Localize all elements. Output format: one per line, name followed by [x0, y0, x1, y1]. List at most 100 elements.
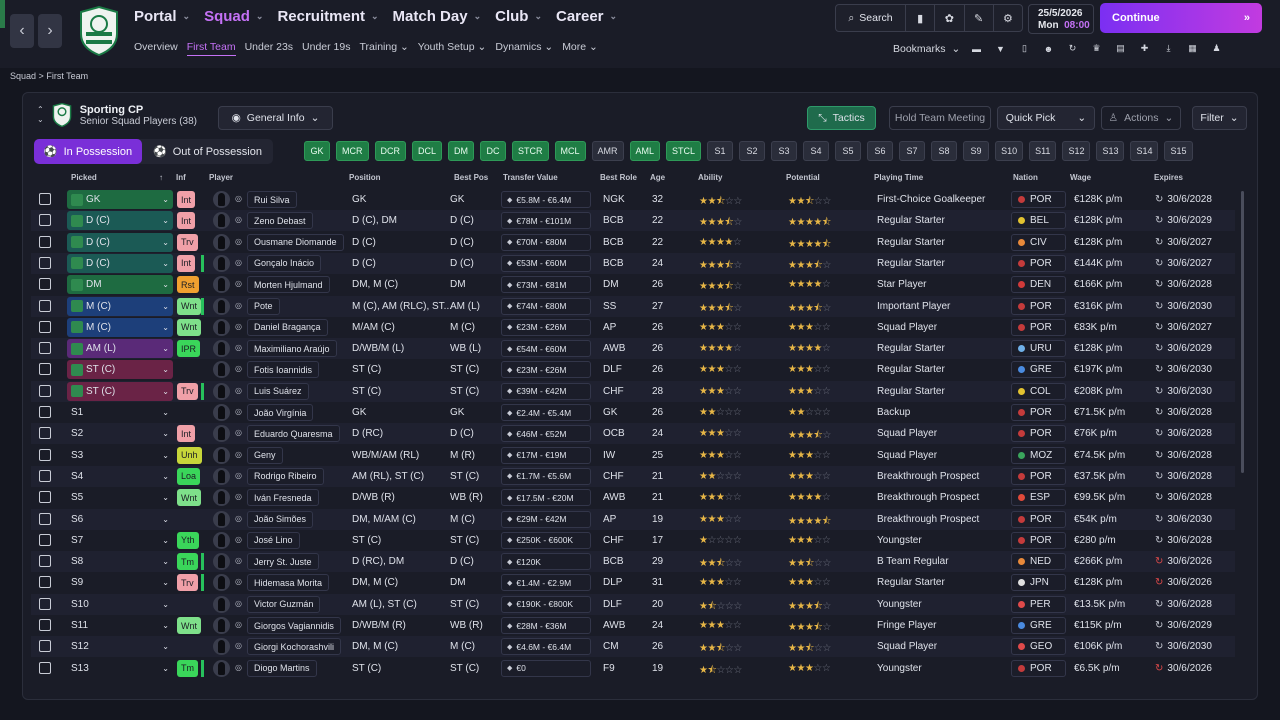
- position-chip[interactable]: S8: [931, 141, 958, 161]
- collapse-toggle[interactable]: ⌃ ⌄: [37, 105, 44, 125]
- position-chip[interactable]: S5: [835, 141, 862, 161]
- avatar[interactable]: [213, 361, 230, 379]
- subnav-dynamics[interactable]: Dynamics ⌄: [495, 41, 553, 56]
- document-icon[interactable]: ▤: [1116, 43, 1125, 53]
- picked-select[interactable]: GK ⌄: [67, 190, 173, 209]
- quick-pick-button[interactable]: Quick Pick ⌄: [997, 106, 1095, 130]
- download-icon[interactable]: ⤓: [1166, 43, 1171, 53]
- position-chip[interactable]: MCR: [336, 141, 369, 161]
- continue-button[interactable]: Continue »: [1100, 3, 1262, 33]
- nation-chip[interactable]: POR: [1011, 531, 1066, 549]
- table-row[interactable]: DM ⌄ Rst ◎ Morten Hjulmand DM, M (C) DM ◆ €73M -…: [31, 274, 1235, 295]
- row-checkbox[interactable]: [39, 576, 51, 589]
- transfer-value[interactable]: ◆ €4.6M - €6.4M: [501, 638, 591, 656]
- row-checkbox[interactable]: [39, 640, 51, 653]
- nation-chip[interactable]: GEO: [1011, 638, 1066, 656]
- picked-select[interactable]: S10 ⌄: [67, 595, 173, 614]
- table-row[interactable]: ST (C) ⌄ Trv ◎ Luis Suárez ST (C) ST (C) ◆ €39M …: [31, 380, 1235, 402]
- nation-chip[interactable]: POR: [1011, 467, 1066, 485]
- col-best-pos[interactable]: Best Pos: [454, 173, 489, 182]
- picked-select[interactable]: S5 ⌄: [67, 488, 173, 507]
- col-age[interactable]: Age: [650, 173, 666, 182]
- people-icon[interactable]: ☻: [1043, 43, 1054, 54]
- avatar[interactable]: [213, 467, 230, 485]
- player-name[interactable]: Zeno Debast: [247, 212, 313, 230]
- player-name[interactable]: Geny: [247, 446, 283, 464]
- picked-select[interactable]: S13 ⌄: [67, 659, 173, 678]
- col-picked[interactable]: Picked: [71, 173, 97, 182]
- nav-match-day[interactable]: Match Day ⌄: [393, 8, 482, 25]
- subnav-youth-setup[interactable]: Youth Setup ⌄: [418, 41, 487, 56]
- nation-chip[interactable]: BEL: [1011, 212, 1066, 230]
- nation-chip[interactable]: JPN: [1011, 574, 1066, 592]
- gear-icon[interactable]: ⚙: [1002, 12, 1013, 25]
- nav-recruitment[interactable]: Recruitment ⌄: [277, 8, 378, 25]
- picked-select[interactable]: S2 ⌄: [67, 424, 173, 443]
- avatar[interactable]: [213, 446, 230, 464]
- table-row[interactable]: S9 ⌄ Trv ◎ Hidemasa Morita DM, M (C) DM ◆ €1.4M …: [31, 572, 1235, 593]
- position-chip[interactable]: S12: [1062, 141, 1091, 161]
- position-chip[interactable]: DC: [480, 141, 507, 161]
- position-chip[interactable]: S1: [707, 141, 734, 161]
- avatar[interactable]: [213, 212, 230, 230]
- table-row[interactable]: S3 ⌄ Unh ◎ Geny WB/M/AM (RL) M (R) ◆ €17M - €19M…: [31, 445, 1235, 466]
- transfer-value[interactable]: ◆ €39M - €42M: [501, 382, 591, 400]
- transfer-value[interactable]: ◆ €17.5M - €20M: [501, 489, 591, 507]
- row-checkbox[interactable]: [39, 214, 51, 227]
- nation-chip[interactable]: PER: [1011, 595, 1066, 613]
- table-row[interactable]: S11 ⌄ Wnt ◎ Giorgos Vagiannidis D/WB/M (R) WB …: [31, 615, 1235, 636]
- player-name[interactable]: João Simões: [247, 510, 314, 528]
- avatar[interactable]: [213, 659, 230, 677]
- col-inf[interactable]: Inf: [176, 173, 186, 182]
- table-row[interactable]: ST (C) ⌄ ◎ Fotis Ioannidis ST (C) ST (C) ◆ €23M…: [31, 359, 1235, 380]
- table-row[interactable]: S2 ⌄ Int ◎ Eduardo Quaresma D (RC) D (C) ◆ €46M …: [31, 423, 1235, 445]
- picked-select[interactable]: S11 ⌄: [67, 616, 173, 635]
- transfer-value[interactable]: ◆ €190K - €800K: [501, 595, 591, 613]
- nation-chip[interactable]: POR: [1011, 254, 1066, 272]
- medical-icon[interactable]: ✚: [1140, 43, 1149, 53]
- game-date[interactable]: 25/5/2026 Mon 08:00: [1028, 4, 1094, 34]
- row-checkbox[interactable]: [39, 533, 51, 546]
- row-checkbox[interactable]: [39, 555, 51, 568]
- nation-chip[interactable]: POR: [1011, 318, 1066, 336]
- out-of-possession-tab[interactable]: ⚽ Out of Possession: [142, 139, 273, 164]
- transfer-value[interactable]: ◆ €5.8M - €6.4M: [501, 191, 591, 208]
- row-checkbox[interactable]: [39, 661, 51, 674]
- breadcrumb-first-team[interactable]: First Team: [46, 71, 89, 81]
- row-checkbox[interactable]: [39, 363, 51, 376]
- user-group-icon[interactable]: ♟: [1212, 43, 1221, 53]
- nation-chip[interactable]: COL: [1011, 382, 1066, 400]
- player-name[interactable]: Gonçalo Inácio: [247, 254, 322, 272]
- player-name[interactable]: José Lino: [247, 531, 300, 549]
- position-chip[interactable]: DM: [448, 141, 475, 161]
- position-chip[interactable]: S15: [1164, 141, 1193, 161]
- nation-chip[interactable]: POR: [1011, 191, 1066, 208]
- transfer-value[interactable]: ◆ €250K - €600K: [501, 531, 591, 549]
- player-name[interactable]: Iván Fresneda: [247, 489, 319, 507]
- tactics-button[interactable]: ⤡ Tactics: [807, 106, 876, 130]
- table-row[interactable]: S13 ⌄ Tm ◎ Diogo Martins ST (C) ST (C) ◆ €0 F9 19 ★…: [31, 658, 1235, 679]
- picked-select[interactable]: S1 ⌄: [67, 403, 173, 422]
- position-chip[interactable]: AML: [629, 141, 661, 161]
- row-checkbox[interactable]: [39, 512, 51, 525]
- player-name[interactable]: Ousmane Diomande: [247, 233, 344, 251]
- transfer-value[interactable]: ◆ €73M - €81M: [501, 276, 591, 294]
- in-possession-tab[interactable]: ⚽ In Possession: [34, 139, 142, 164]
- pen-icon[interactable]: ✎: [965, 5, 994, 31]
- row-checkbox[interactable]: [39, 235, 51, 248]
- nation-chip[interactable]: DEN: [1011, 276, 1066, 294]
- transfer-value[interactable]: ◆ €78M - €101M: [501, 212, 591, 230]
- player-name[interactable]: Giorgos Vagiannidis: [247, 617, 341, 634]
- forward-button[interactable]: ›: [38, 14, 62, 48]
- col-ability[interactable]: Ability: [698, 173, 723, 182]
- picked-select[interactable]: D (C) ⌄: [67, 232, 173, 252]
- transfer-value[interactable]: ◆ €46M - €52M: [501, 425, 591, 443]
- picked-select[interactable]: AM (L) ⌄: [67, 339, 173, 359]
- position-chip[interactable]: STCR: [512, 141, 549, 161]
- position-chip[interactable]: S10: [995, 141, 1024, 161]
- picked-select[interactable]: M (C) ⌄: [67, 317, 173, 337]
- row-checkbox[interactable]: [39, 278, 51, 291]
- position-chip[interactable]: MCL: [554, 141, 586, 161]
- transfer-value[interactable]: ◆ €2.4M - €5.4M: [501, 404, 591, 421]
- avatar[interactable]: [213, 489, 230, 507]
